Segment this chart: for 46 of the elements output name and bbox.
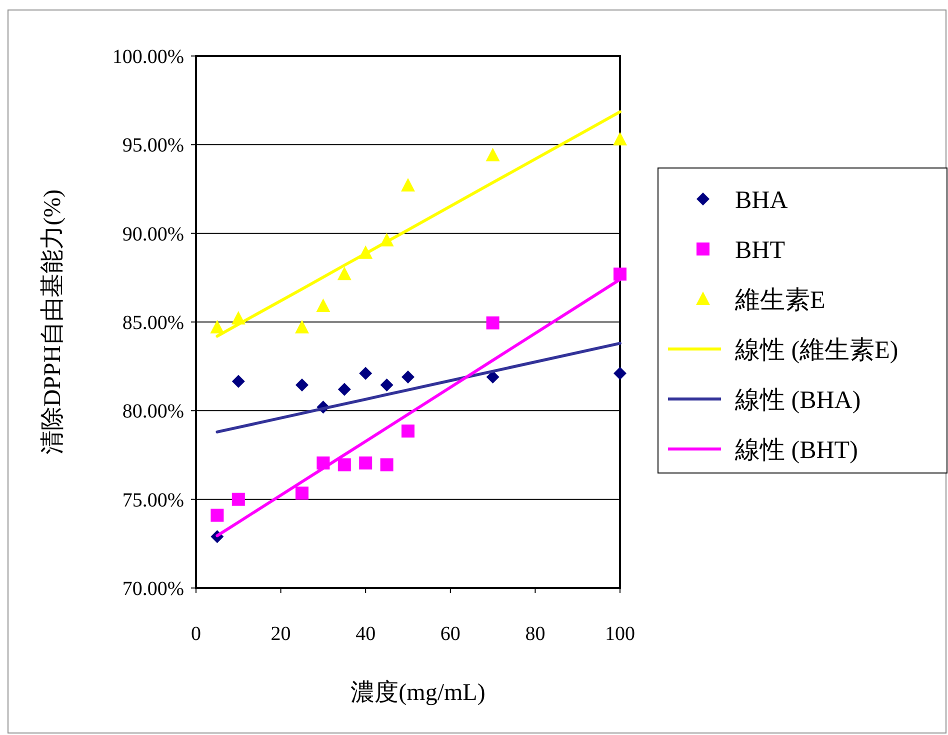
point [402, 370, 414, 384]
point [359, 366, 372, 380]
y-axis-title: 清除DPPH自由基能力(%) [40, 189, 66, 455]
point [359, 456, 372, 470]
point [486, 370, 500, 384]
point [338, 382, 351, 396]
point [338, 458, 351, 472]
x-tick-label: 60 [440, 623, 460, 645]
point [614, 268, 626, 281]
point [295, 320, 309, 334]
y-tick-label: 90.00% [122, 223, 184, 246]
x-axis-title: 濃度(mg/mL) [350, 679, 486, 706]
line-series [216, 342, 622, 434]
point [613, 132, 627, 146]
legend-label: 線性 (維生素E) [734, 337, 898, 364]
point [380, 458, 394, 472]
point [232, 492, 245, 506]
point [232, 374, 245, 388]
legend-label: BHT [735, 237, 785, 264]
x-tick-label: 40 [356, 623, 376, 645]
point [316, 298, 330, 312]
x-tick-label: 100 [605, 623, 635, 645]
x-tick-label: 0 [191, 623, 201, 645]
y-tick-label: 100.00% [112, 46, 184, 68]
point [614, 366, 626, 380]
y-tick-label: 75.00% [122, 489, 184, 512]
point [380, 378, 394, 392]
x-tick-label: 80 [525, 623, 546, 645]
point [337, 266, 352, 280]
legend-label: 維生素E [734, 287, 826, 314]
point [401, 178, 415, 192]
legend-label: 線性 (BHA) [734, 387, 861, 414]
point [210, 320, 224, 334]
point [486, 316, 500, 330]
point [296, 378, 308, 392]
point [210, 508, 224, 522]
y-tick-label: 85.00% [122, 312, 184, 334]
legend-label: BHA [735, 187, 788, 214]
point [486, 148, 500, 162]
point [402, 424, 414, 438]
x-tick-label: 20 [270, 623, 291, 645]
legend-label: 線性 (BHT) [734, 437, 858, 464]
y-tick-label: 80.00% [122, 400, 184, 423]
point [296, 486, 308, 500]
y-tick-label: 95.00% [122, 134, 184, 157]
y-tick-label: 70.00% [122, 578, 184, 600]
